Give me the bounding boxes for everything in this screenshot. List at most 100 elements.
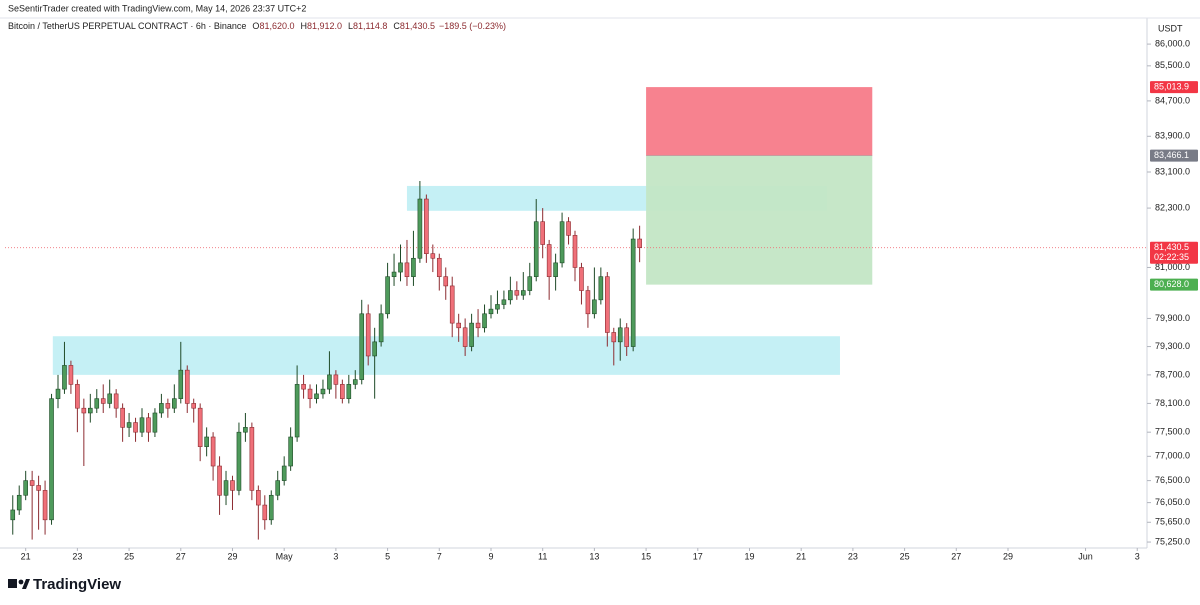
x-tick-label: 13: [589, 551, 599, 561]
candle-body: [243, 427, 248, 433]
stop-tag-bg: [1150, 81, 1198, 94]
candle-body: [120, 407, 125, 428]
candle-body: [29, 480, 35, 486]
candle-body: [611, 332, 617, 343]
x-tick-label: 7: [437, 551, 442, 561]
candle-body: [236, 431, 242, 491]
candle-body: [436, 257, 442, 277]
candle-body: [630, 238, 636, 347]
candle-body: [184, 369, 190, 404]
x-tick-label: 23: [72, 551, 82, 561]
candle-body: [585, 290, 591, 315]
candle-body: [294, 384, 300, 438]
x-tick-label: 29: [1003, 551, 1013, 561]
candle-body: [256, 490, 261, 506]
candle-body: [165, 403, 171, 409]
y-tick-label: 77,500.0: [1155, 427, 1190, 437]
y-tick-label: 76,500.0: [1155, 475, 1190, 485]
candle-body: [449, 285, 455, 324]
candle-body: [301, 384, 306, 390]
y-tick-label: 75,650.0: [1155, 517, 1190, 527]
candle-body: [75, 384, 80, 409]
candle-body: [398, 262, 403, 273]
candle-body: [443, 276, 449, 287]
logo-mark: [8, 579, 17, 588]
candle-body: [559, 221, 565, 264]
candle-body: [249, 427, 255, 491]
candle-body: [23, 480, 28, 496]
x-tick-label: 15: [641, 551, 651, 561]
candle-body: [378, 313, 384, 343]
candle-body: [230, 480, 235, 491]
candle-body: [94, 398, 100, 409]
candle-body: [566, 221, 571, 236]
candle-body: [482, 313, 487, 329]
legend-value: 81,912.0: [307, 21, 342, 31]
entry-tag-bg: [1150, 149, 1198, 162]
candle-body: [592, 299, 597, 315]
y-tick-label: 79,300.0: [1155, 341, 1190, 351]
x-tick-label: 17: [693, 551, 703, 561]
legend-key: H: [300, 21, 307, 31]
brand-logo: TradingView: [8, 576, 121, 593]
candle-body: [55, 388, 61, 399]
candle-body: [495, 304, 500, 310]
countdown: 02:22:35: [1154, 252, 1189, 262]
legend-key: C: [393, 21, 400, 31]
candle-body: [605, 276, 610, 333]
candle-body: [475, 322, 481, 329]
candle-body: [210, 436, 216, 467]
y-tick-label: 83,100.0: [1155, 166, 1190, 176]
candle-body: [520, 290, 526, 296]
candle-body: [314, 393, 319, 399]
target-zone: [646, 155, 873, 285]
candle-body: [346, 384, 352, 399]
x-tick-label: 29: [227, 551, 237, 561]
candle-body: [42, 490, 48, 521]
candle-body: [540, 221, 545, 245]
candle-body: [126, 422, 132, 428]
y-tick-label: 79,900.0: [1155, 313, 1190, 323]
candle-body: [333, 374, 339, 385]
x-tick-label: 25: [124, 551, 134, 561]
candle-body: [16, 494, 22, 511]
x-tick-label: 23: [848, 551, 858, 561]
candle-body: [553, 262, 558, 277]
candle-body: [469, 322, 474, 347]
y-tick-label: 82,300.0: [1155, 202, 1190, 212]
x-tick-label: 9: [488, 551, 493, 561]
target-tag-bg: [1150, 278, 1198, 291]
x-tick-label: 19: [744, 551, 754, 561]
legend-key: L: [348, 21, 353, 31]
legend-title: Bitcoin / TetherUS PERPETUAL CONTRACT · …: [8, 21, 246, 31]
legend-value: 81,620.0: [259, 21, 294, 31]
candle-body: [49, 398, 54, 521]
candle-body: [178, 369, 184, 399]
candle-body: [36, 485, 41, 491]
candle-body: [624, 327, 630, 347]
candle-body: [281, 465, 287, 481]
x-tick-label: 5: [385, 551, 390, 561]
candle-body: [113, 393, 119, 409]
candle-body: [411, 257, 416, 277]
candle-body: [424, 198, 429, 254]
candle-body: [191, 403, 197, 409]
candle-body: [146, 417, 151, 433]
candle-body: [572, 235, 578, 268]
candle-body: [100, 398, 106, 404]
stop-zone: [646, 87, 873, 156]
candle-body: [88, 407, 93, 414]
legend-key: O: [252, 21, 259, 31]
candle-body: [288, 436, 293, 467]
y-tick-label: 75,250.0: [1155, 536, 1190, 546]
x-tick-label: 27: [176, 551, 186, 561]
candle-body: [217, 465, 222, 496]
legend: Bitcoin / TetherUS PERPETUAL CONTRACT · …: [8, 21, 506, 31]
candle-body: [385, 276, 390, 315]
y-tick-label: 78,700.0: [1155, 369, 1190, 379]
candle-body: [501, 299, 507, 305]
y-tick-label: 84,700.0: [1155, 95, 1190, 105]
entry-tag: 83,466.1: [1154, 150, 1189, 160]
candle-body: [107, 393, 112, 404]
candle-body: [327, 374, 332, 390]
